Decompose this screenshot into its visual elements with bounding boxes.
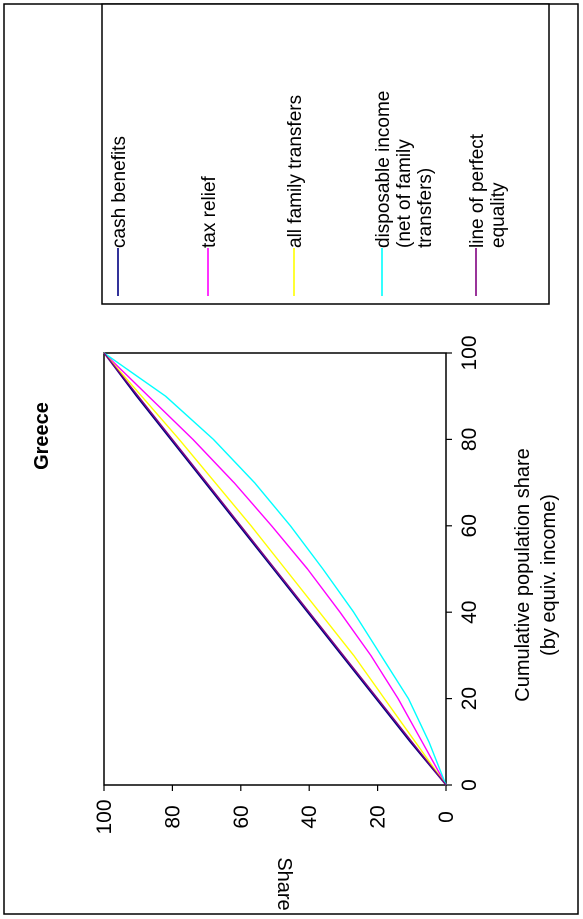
y-tick-label: 0: [435, 811, 458, 823]
series-line: [103, 352, 447, 786]
y-tick-label: 80: [161, 805, 184, 828]
x-tick-label: 0: [458, 779, 481, 791]
x-tick-label: 20: [458, 687, 481, 710]
y-tick-label: 20: [367, 805, 390, 828]
series-lines: [103, 352, 447, 786]
series-line: [103, 352, 447, 786]
y-tick-label: 100: [93, 799, 116, 834]
legend-label: (net of family: [394, 139, 415, 248]
series-line: [103, 352, 447, 786]
x-tick-label: 60: [458, 514, 481, 537]
series-line: [103, 352, 447, 786]
legend: cash benefits tax relief all family transf…: [109, 91, 509, 296]
legend-label: all family transfers: [285, 95, 306, 248]
x-axis-label-line-1: Cumulative population share: [512, 448, 534, 702]
series-line: [103, 352, 447, 786]
legend-box: [101, 3, 550, 305]
x-tick-label: 40: [458, 601, 481, 624]
x-tick-label: 80: [458, 428, 481, 451]
legend-label: tax relief: [199, 175, 220, 248]
legend-label: cash benefits: [109, 136, 130, 248]
plot-area: [103, 352, 447, 786]
x-axis-ticks: 0 20 40 60 80 100: [446, 335, 481, 791]
chart-title: Greece: [31, 402, 53, 470]
y-axis-label: Share: [273, 857, 295, 910]
x-tick-label: 100: [458, 335, 481, 370]
legend-label: transfers): [415, 168, 436, 248]
y-axis-ticks: 0 20 40 60 80 100: [93, 785, 458, 835]
y-tick-label: 40: [298, 805, 321, 828]
legend-label: equality: [488, 182, 509, 248]
legend-label: line of perfect: [467, 133, 488, 248]
x-axis-label-line-2: (by equiv. income): [538, 494, 560, 656]
y-tick-label: 60: [230, 805, 253, 828]
legend-label: disposable income: [373, 91, 394, 248]
